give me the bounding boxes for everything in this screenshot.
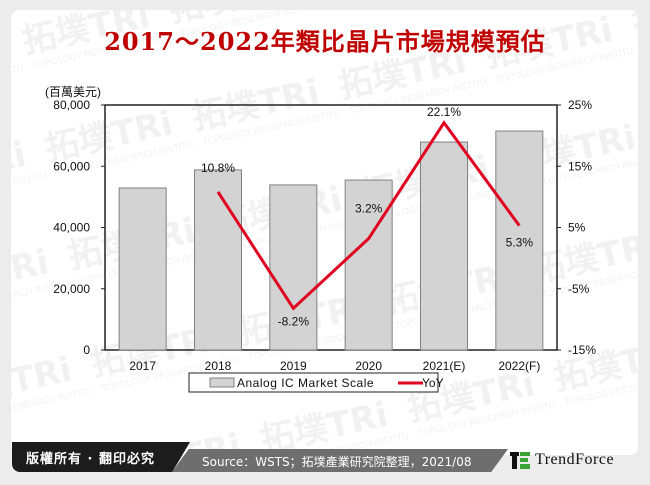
y-tick-label: 40,000 <box>53 221 90 235</box>
yoy-line <box>216 120 521 311</box>
legend-bar-label: Analog IC Market Scale <box>237 376 374 390</box>
bar-2017 <box>118 187 167 351</box>
y-axis-unit-label: (百萬美元) <box>45 85 101 99</box>
yoy-data-label: 5.3% <box>506 236 534 250</box>
yoy-data-label: 3.2% <box>355 202 383 216</box>
x-tick-label: 2020 <box>355 359 382 373</box>
bar-2018 <box>194 169 242 351</box>
yoy-data-label: 10.8% <box>201 161 235 175</box>
yoy-data-label: -8.2% <box>278 314 310 328</box>
x-tick-label: 2019 <box>280 359 307 373</box>
x-tick-label: 2022(F) <box>498 359 540 373</box>
y-tick-label: 0 <box>83 343 90 357</box>
copyright-badge: 版權所有 · 翻印必究 <box>12 442 190 472</box>
bar-2022(F) <box>495 130 544 351</box>
copyright-text: 版權所有 · 翻印必究 <box>26 452 155 467</box>
x-tick-label: 2017 <box>129 359 156 373</box>
chart-title: 2017～2022年類比晶片市場規模預估 <box>104 27 546 56</box>
source-text: Source：WSTS；拓墣產業研究院整理，2021/08 <box>202 455 472 469</box>
trendforce-brand: TrendForce <box>510 447 640 473</box>
trendforce-wordmark: TrendForce <box>535 451 615 468</box>
x-tick-label: 2021(E) <box>423 359 466 373</box>
y-tick-label: 20,000 <box>53 282 90 296</box>
trendforce-logo-icon <box>510 452 530 469</box>
y2-tick-label: -5% <box>568 282 590 296</box>
legend-line-label: YoY <box>422 376 444 390</box>
y2-tick-label: 5% <box>568 221 586 235</box>
y-tick-label: 60,000 <box>53 159 90 173</box>
y2-tick-label: -15% <box>568 343 596 357</box>
legend-bar-swatch-icon <box>209 377 235 388</box>
bar-2019 <box>269 184 318 351</box>
yoy-data-label: 22.1% <box>427 105 461 119</box>
combo-chart: (百萬美元) 0 20,000 40,000 60,000 80,000 -15% -5% 5%… <box>45 85 596 393</box>
x-tick-label: 2018 <box>205 359 232 373</box>
y-tick-label: 80,000 <box>53 98 90 112</box>
bar-2021(E) <box>420 141 468 351</box>
y2-tick-label: 25% <box>568 98 592 112</box>
source-bar: Source：WSTS；拓墣產業研究院整理，2021/08 <box>172 449 508 472</box>
y2-tick-label: 15% <box>568 159 592 173</box>
plot-area <box>104 104 558 351</box>
legend <box>188 372 439 393</box>
bar-2020 <box>344 179 393 351</box>
